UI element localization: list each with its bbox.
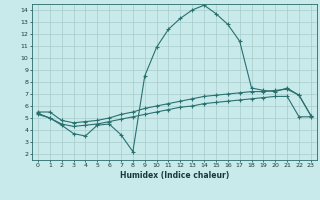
X-axis label: Humidex (Indice chaleur): Humidex (Indice chaleur)	[120, 171, 229, 180]
